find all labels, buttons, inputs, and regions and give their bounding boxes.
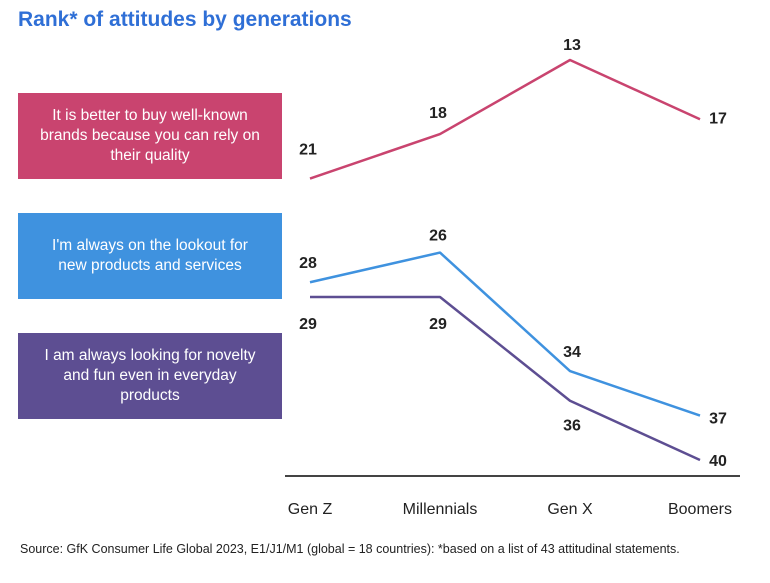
- data-label: 28: [299, 255, 317, 272]
- data-label: 26: [429, 228, 447, 245]
- x-tick-label: Gen X: [547, 501, 593, 518]
- data-label: 17: [709, 110, 727, 127]
- data-label: 29: [429, 316, 447, 333]
- x-tick-label: Boomers: [668, 501, 732, 518]
- data-label: 34: [563, 344, 581, 361]
- source-note: Source: GfK Consumer Life Global 2023, E…: [20, 542, 680, 556]
- series-line-1: [309, 251, 701, 417]
- data-label: 13: [563, 37, 581, 54]
- data-label: 18: [429, 105, 447, 122]
- x-tick-label: Millennials: [403, 501, 478, 518]
- legend-box-lookout-new-products: I'm always on the lookout for new produc…: [18, 213, 282, 299]
- legend-box-well-known-brands: It is better to buy well-known brands be…: [18, 93, 282, 179]
- data-label: 21: [299, 142, 317, 159]
- x-tick-label: Gen Z: [288, 501, 333, 518]
- series-line-0: [309, 58, 701, 180]
- data-label: 36: [563, 418, 581, 435]
- data-label: 40: [709, 453, 727, 470]
- series-line-2: [310, 295, 701, 462]
- data-label: 29: [299, 316, 317, 333]
- legend-box-novelty-fun: I am always looking for novelty and fun …: [18, 333, 282, 419]
- chart-title: Rank* of attitudes by generations: [18, 8, 352, 31]
- data-label: 37: [709, 411, 727, 428]
